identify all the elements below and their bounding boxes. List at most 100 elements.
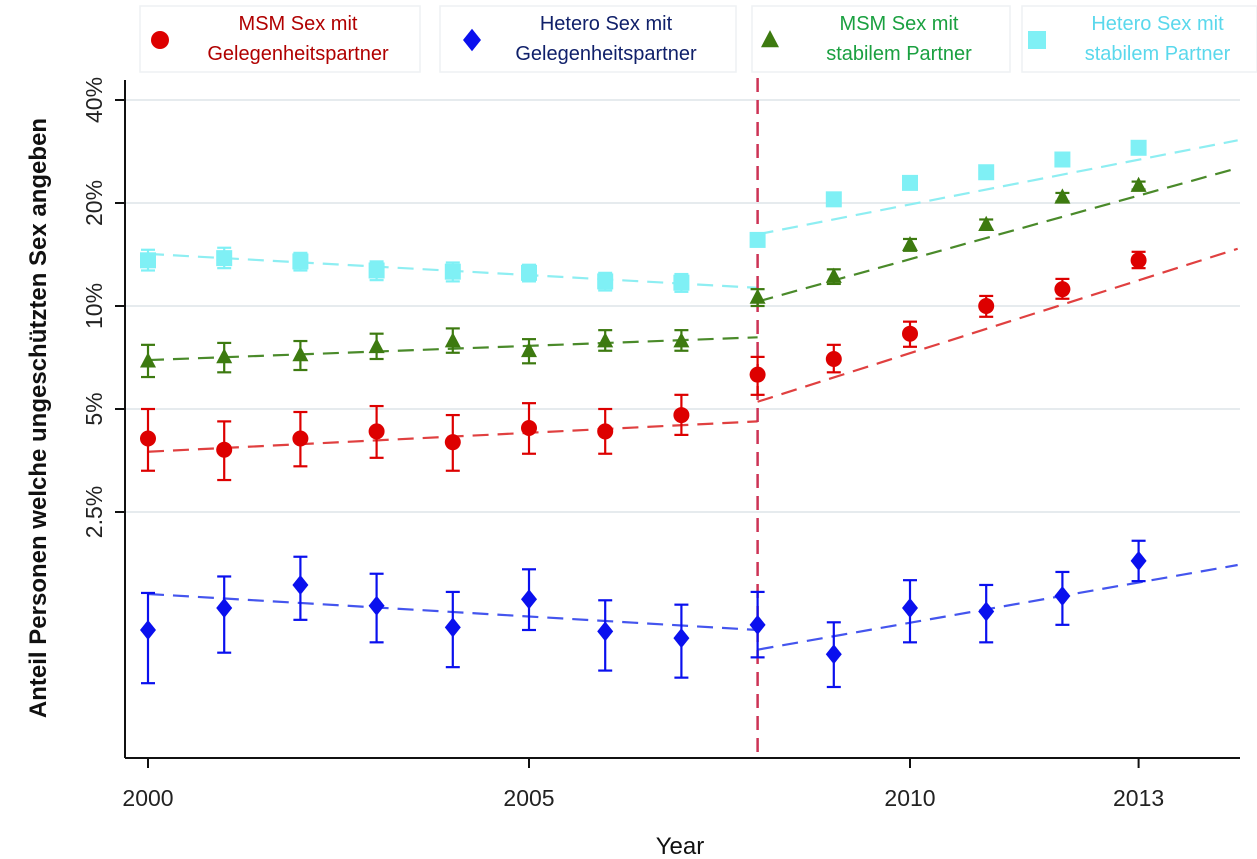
data-point [673,407,690,424]
y-tick-label: 20% [81,180,107,226]
data-point [1130,139,1147,156]
legend-label-line2: stabilem Partner [1085,43,1231,65]
data-point [521,419,537,436]
legend-marker [1028,31,1046,49]
data-point [292,574,309,595]
data-point [825,267,842,283]
y-axis-title: Anteil Personen welche ungeschützten Sex… [25,118,52,718]
data-point [368,423,385,440]
data-point [673,332,690,348]
data-point [825,191,842,208]
legend-label-line1: MSM Sex mit [840,13,959,35]
data-point [140,252,156,269]
trend-line-segment [757,563,1238,651]
x-tick-label: 2000 [122,785,173,811]
data-point [1054,188,1071,204]
legend-box [751,5,1011,73]
x-tick-label: 2010 [884,785,935,811]
data-point [444,332,461,348]
grid [125,99,1240,513]
data-point [521,341,537,358]
data-point [444,434,461,451]
trend-line-segment [757,247,1238,403]
data-point [292,253,309,270]
series-triangle [140,176,1147,379]
data-point [902,598,918,619]
data-point [444,263,461,280]
data-point [1054,586,1071,607]
legend-box [1021,5,1257,73]
data-point [140,430,156,447]
data-point [1054,151,1071,168]
data-point [597,332,614,348]
legend-label-line1: Hetero Sex mit [1091,13,1224,35]
data-point [978,601,995,622]
legend-label-line1: Hetero Sex mit [540,13,673,35]
legend-label-line1: MSM Sex mit [239,13,358,35]
data-point [1130,252,1147,269]
data-point [216,441,233,458]
data-point [1130,550,1147,571]
legend-label-line2: Gelegenheitspartner [207,43,389,65]
legend-item: MSM Sex mit Gelegenheitspartner [139,5,421,73]
x-tick-label: 2005 [503,785,554,811]
data-point [673,274,690,291]
legend-label-line2: stabilem Partner [826,43,972,65]
data-point [825,644,842,665]
data-marks [140,139,1147,689]
data-point [1054,281,1071,298]
legend-marker [151,31,169,49]
y-tick-label: 10% [81,283,107,329]
data-point [597,621,614,642]
data-point [216,598,233,619]
trend-lines [147,139,1238,651]
data-point [825,351,842,368]
data-point [749,366,766,383]
legend-item: Hetero Sex mit stabilem Partner [1021,5,1257,73]
data-point [292,430,309,447]
series-circle [140,250,1147,482]
data-point [368,337,385,354]
data-point [978,164,995,181]
data-point [597,423,614,440]
data-point [292,346,309,362]
data-point [673,628,690,649]
data-point [902,235,918,252]
data-point [749,614,766,635]
data-point [749,231,766,248]
legend-item: MSM Sex mit stabilem Partner [751,5,1011,73]
y-tick-label: 2.5% [81,486,107,538]
data-point [368,595,385,616]
series-square [140,139,1147,293]
data-point [902,325,918,342]
data-point [1130,176,1147,192]
data-point [368,262,385,279]
x-axis-title: Year [656,833,705,859]
legend-marker [463,28,481,52]
axes: 2.5% 5% 10% 20% 40% 2000 2005 2010 2013 [81,77,1240,811]
data-point [521,589,537,610]
data-point [597,273,614,290]
data-point [444,617,461,638]
data-point [749,288,766,304]
data-point [140,352,156,368]
legend-item: Hetero Sex mit Gelegenheitspartner [439,5,737,73]
legend-label-line2: Gelegenheitspartner [515,43,697,65]
data-point [140,619,156,640]
y-tick-label: 5% [81,392,107,425]
series-diamond [140,539,1147,689]
trend-line-segment [757,139,1238,236]
data-point [978,215,995,231]
legend-box [439,5,737,73]
data-point [216,250,233,267]
data-point [902,174,918,191]
data-point [216,348,233,364]
data-point [521,264,537,281]
legend-marker [761,30,779,48]
legend-box [139,5,421,73]
y-tick-label: 40% [81,77,107,123]
data-point [978,298,995,314]
x-tick-label: 2013 [1113,785,1164,811]
